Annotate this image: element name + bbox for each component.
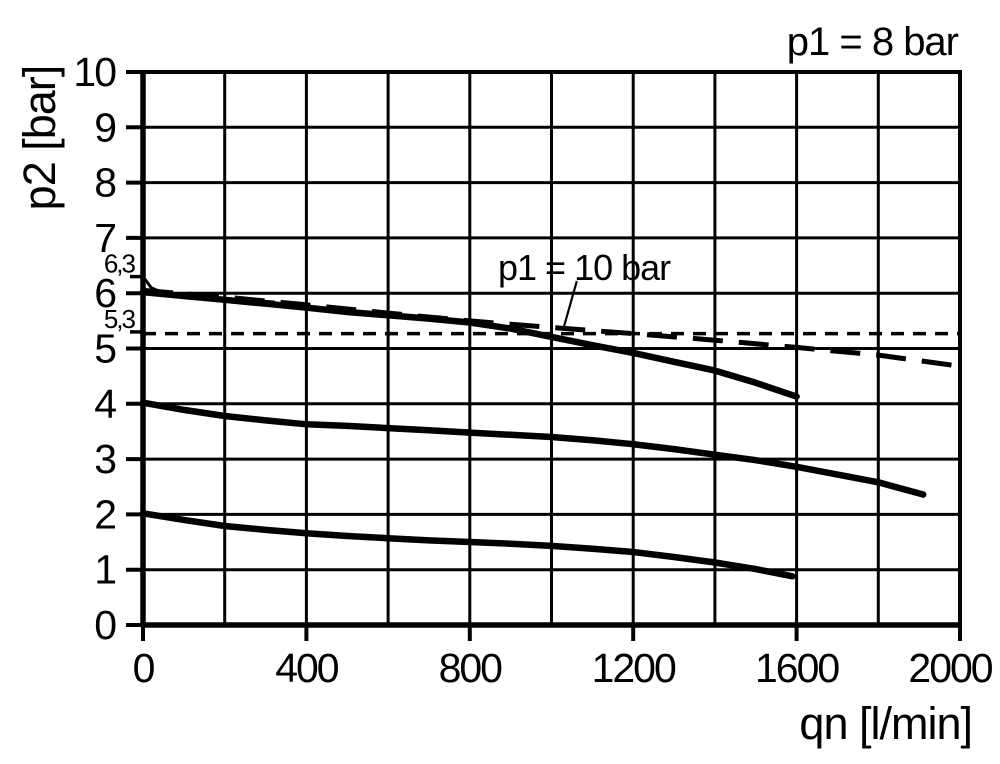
p1-8bar-annotation: p1 = 8 bar: [786, 20, 959, 64]
y-tick-label: 7: [94, 215, 115, 261]
y-tick-label: 0: [94, 602, 116, 648]
y-tick-label: 10: [73, 49, 116, 95]
curve-p1-10bar-dashed-curve: [142, 287, 953, 368]
y-tick-label: 8: [94, 160, 116, 206]
x-tick-label: 2000: [908, 645, 992, 691]
x-tick-label: 0: [133, 645, 155, 691]
y-tick-label: 4: [94, 381, 116, 427]
x-tick-label: 800: [439, 645, 503, 691]
x-tick-label: 1200: [592, 645, 676, 691]
y-special-tick-label: 6,3: [104, 249, 136, 279]
y-tick-label: 6: [94, 270, 115, 316]
y-tick-label: 3: [94, 436, 115, 482]
p1-10bar-leader-line: [561, 280, 578, 331]
y-tick-label: 9: [94, 104, 115, 150]
y-axis-title: p2 [bar]: [14, 65, 65, 211]
x-axis-title: qn [l/min]: [799, 698, 973, 749]
x-tick-label: 1600: [755, 645, 839, 691]
y-tick-label: 2: [94, 491, 115, 537]
y-special-tick-label: 5,3: [104, 304, 136, 334]
curve-p1-8bar-setting-4-curve: [139, 399, 927, 498]
curve-p1-8bar-setting-2-curve: [139, 510, 796, 580]
x-tick-label: 400: [275, 645, 339, 691]
y-tick-label: 5: [94, 326, 116, 372]
y-tick-label: 1: [94, 547, 115, 593]
p1-10bar-annotation: p1 = 10 bar: [498, 247, 671, 288]
